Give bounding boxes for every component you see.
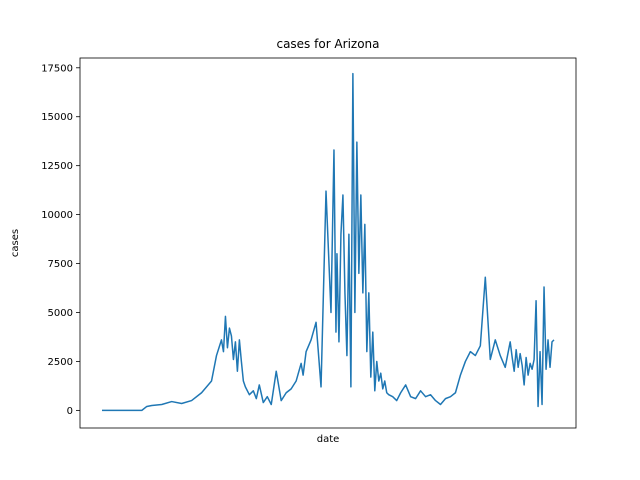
y-tick-label: 17500 [41,63,73,74]
y-tick-label: 15000 [41,112,73,123]
y-tick-label: 0 [67,406,73,417]
axes-frame [79,57,577,429]
plot-area [102,72,555,412]
y-axis-label: cases [10,229,21,257]
chart-title: cases for Arizona [276,37,379,51]
y-tick-label: 10000 [41,210,73,221]
y-tick-label: 12500 [41,161,73,172]
x-axis-label: date [317,434,340,445]
series-line-cases [102,72,555,412]
y-tick-label: 2500 [48,357,73,368]
y-axis-ticks: 0 2500 5000 7500 10000 12500 15000 17500 [41,63,80,417]
y-tick-label: 5000 [48,308,73,319]
y-tick-label: 7500 [48,259,73,270]
